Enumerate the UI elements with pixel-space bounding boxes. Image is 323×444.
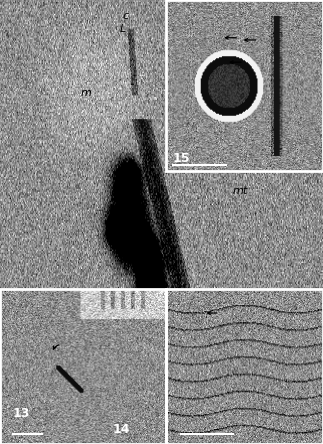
Text: 14: 14 [113, 423, 130, 436]
Bar [166, 289, 323, 444]
Text: c: c [123, 11, 129, 21]
Text: L: L [120, 24, 126, 35]
Text: m: m [80, 88, 91, 98]
Bar [166, 0, 323, 171]
Text: 15: 15 [173, 152, 190, 165]
Text: mt: mt [233, 186, 248, 196]
Text: 13: 13 [13, 407, 30, 420]
Bar [0, 289, 166, 444]
